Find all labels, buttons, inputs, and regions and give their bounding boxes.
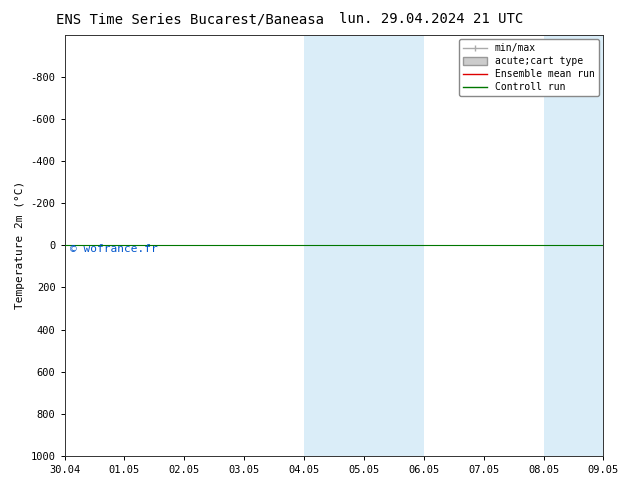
Legend: min/max, acute;cart type, Ensemble mean run, Controll run: min/max, acute;cart type, Ensemble mean … — [459, 40, 598, 96]
Bar — [543, 35, 604, 456]
Text: lun. 29.04.2024 21 UTC: lun. 29.04.2024 21 UTC — [339, 12, 523, 26]
Text: © wofrance.fr: © wofrance.fr — [70, 245, 158, 254]
Bar — [304, 35, 424, 456]
Text: ENS Time Series Bucarest/Baneasa: ENS Time Series Bucarest/Baneasa — [56, 12, 324, 26]
Y-axis label: Temperature 2m (°C): Temperature 2m (°C) — [15, 181, 25, 309]
